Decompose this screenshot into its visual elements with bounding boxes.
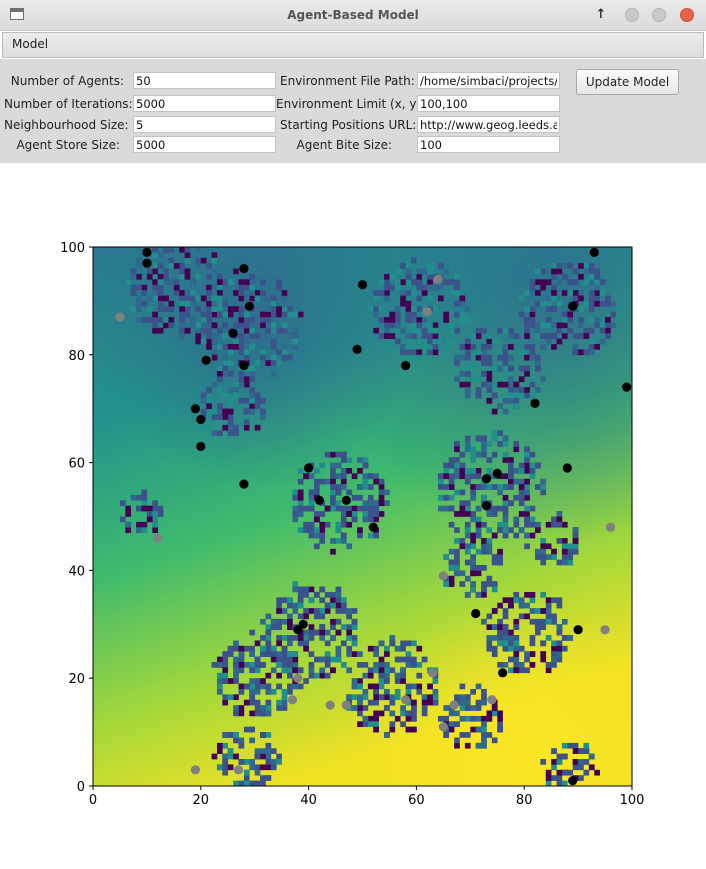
chart-area: 0 20 40 60 80 100 0 20 40 60 80 100 xyxy=(0,163,706,866)
bite-input[interactable] xyxy=(417,136,560,153)
parameter-panel: Number of Agents: Number of Iterations: … xyxy=(0,59,706,163)
agent-point xyxy=(153,533,163,543)
window-title: Agent-Based Model xyxy=(287,8,419,22)
agent-point xyxy=(498,668,508,678)
y-tick-label: 20 xyxy=(68,672,85,687)
agent-point xyxy=(357,280,368,290)
agent-point xyxy=(401,360,411,371)
agent-point xyxy=(573,625,583,635)
num-agents-label: Number of Agents: xyxy=(10,74,124,88)
agent-point xyxy=(530,398,540,408)
agent-point xyxy=(293,625,303,635)
y-tick-label: 0 xyxy=(77,780,85,795)
agent-point xyxy=(605,522,616,532)
start-url-input[interactable] xyxy=(417,116,560,133)
agent-point xyxy=(239,479,249,489)
agent-point xyxy=(325,700,335,710)
agent-point xyxy=(196,441,206,452)
agent-point xyxy=(142,247,152,257)
agent-point xyxy=(600,625,610,635)
env-limit-input[interactable] xyxy=(417,95,560,112)
agent-point xyxy=(492,468,502,478)
agent-point xyxy=(481,501,492,511)
agent-point xyxy=(239,263,249,274)
agent-point xyxy=(304,463,314,473)
title-bar: Agent-Based Model ↑ xyxy=(0,0,706,31)
x-tick-label: 80 xyxy=(516,793,533,808)
agent-plot: 0 20 40 60 80 100 0 20 40 60 80 100 xyxy=(60,241,644,808)
agent-point xyxy=(239,360,249,371)
agent-point xyxy=(622,382,632,392)
agent-point xyxy=(352,344,362,355)
x-tick-label: 0 xyxy=(89,793,97,808)
menu-model[interactable]: Model xyxy=(12,37,49,51)
bite-label: Agent Bite Size: xyxy=(296,138,392,152)
y-tick-label: 40 xyxy=(68,564,85,579)
arrow-up-icon[interactable]: ↑ xyxy=(595,7,607,22)
agent-point xyxy=(115,312,125,322)
agent-point xyxy=(433,274,443,284)
start-url-label: Starting Positions URL: xyxy=(280,118,417,132)
menu-bar: Model xyxy=(2,32,704,58)
agent-point xyxy=(142,258,152,268)
minimize-button[interactable] xyxy=(625,8,639,22)
agent-point xyxy=(568,301,578,311)
store-label: Agent Store Size: xyxy=(16,138,120,152)
y-tick-label: 80 xyxy=(68,349,85,364)
agent-point xyxy=(293,673,303,683)
agent-point xyxy=(341,495,351,505)
agent-point xyxy=(562,463,572,473)
env-limit-label: Environment Limit (x, y): xyxy=(276,97,426,111)
neighbourhood-label: Neighbourhood Size: xyxy=(4,118,129,132)
agent-point xyxy=(196,414,206,425)
agent-point xyxy=(422,307,432,317)
agent-point xyxy=(368,522,378,532)
agent-point xyxy=(190,404,201,414)
agent-point xyxy=(341,700,351,710)
y-tick-label: 100 xyxy=(60,241,85,256)
maximize-button[interactable] xyxy=(652,8,666,22)
agent-point xyxy=(233,765,244,775)
agent-point xyxy=(589,247,599,257)
x-tick-label: 100 xyxy=(620,793,645,808)
agent-point xyxy=(201,355,211,365)
agent-point xyxy=(471,608,481,619)
plot-frame xyxy=(92,246,633,787)
agent-point xyxy=(287,695,298,705)
env-path-label: Environment File Path: xyxy=(280,74,415,88)
agent-point xyxy=(314,495,324,505)
agent-point xyxy=(228,328,238,338)
agent-point xyxy=(481,474,492,484)
update-model-button[interactable]: Update Model xyxy=(576,69,679,95)
env-path-input[interactable] xyxy=(417,72,560,89)
close-button[interactable] xyxy=(680,8,694,22)
x-tick-label: 60 xyxy=(408,793,425,808)
agent-point xyxy=(449,700,459,710)
agent-point xyxy=(438,571,448,581)
axes: 0 20 40 60 80 100 0 20 40 60 80 100 xyxy=(60,241,644,808)
num-iterations-input[interactable] xyxy=(133,95,276,112)
store-input[interactable] xyxy=(133,136,276,153)
x-tick-label: 40 xyxy=(300,793,317,808)
neighbourhood-input[interactable] xyxy=(133,116,276,133)
window-icon xyxy=(10,8,24,20)
agent-point xyxy=(487,695,497,705)
agent-point xyxy=(401,695,411,705)
agent-point xyxy=(244,301,254,311)
x-tick-label: 20 xyxy=(193,793,210,808)
agent-point xyxy=(190,765,201,775)
agent-point xyxy=(438,722,448,732)
agents xyxy=(115,247,632,786)
num-agents-input[interactable] xyxy=(133,72,276,89)
y-tick-label: 60 xyxy=(68,457,85,472)
agent-point xyxy=(568,776,578,786)
agent-point xyxy=(427,668,438,678)
num-iterations-label: Number of Iterations: xyxy=(4,97,133,111)
